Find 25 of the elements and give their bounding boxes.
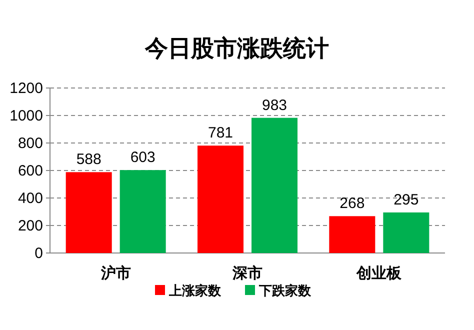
chart-title: 今日股市涨跌统计 [144,35,329,62]
x-tick-label: 创业板 [356,264,403,282]
y-tick-label: 0 [34,245,43,262]
data-label: 983 [262,96,288,114]
bar [252,118,298,253]
data-label: 295 [394,191,419,208]
y-tick-label: 800 [18,135,43,152]
bar [329,216,376,253]
legend-label: 上涨家数 [168,283,222,299]
y-tick-label: 1200 [10,80,43,97]
data-label: 603 [130,149,156,166]
bar [198,146,244,253]
x-tick-label: 深市 [232,264,262,282]
bar [66,172,112,253]
y-tick-label: 400 [18,190,43,207]
y-tick-label: 600 [18,162,43,180]
data-label: 268 [340,195,365,212]
bar [383,212,430,253]
y-tick-label: 200 [18,218,43,234]
bar [120,170,166,253]
x-tick-label: 沪市 [100,264,131,282]
legend-label: 下跌家数 [258,283,312,299]
data-label: 588 [76,151,102,168]
y-tick-label: 1000 [10,108,43,124]
data-label: 781 [208,124,234,142]
